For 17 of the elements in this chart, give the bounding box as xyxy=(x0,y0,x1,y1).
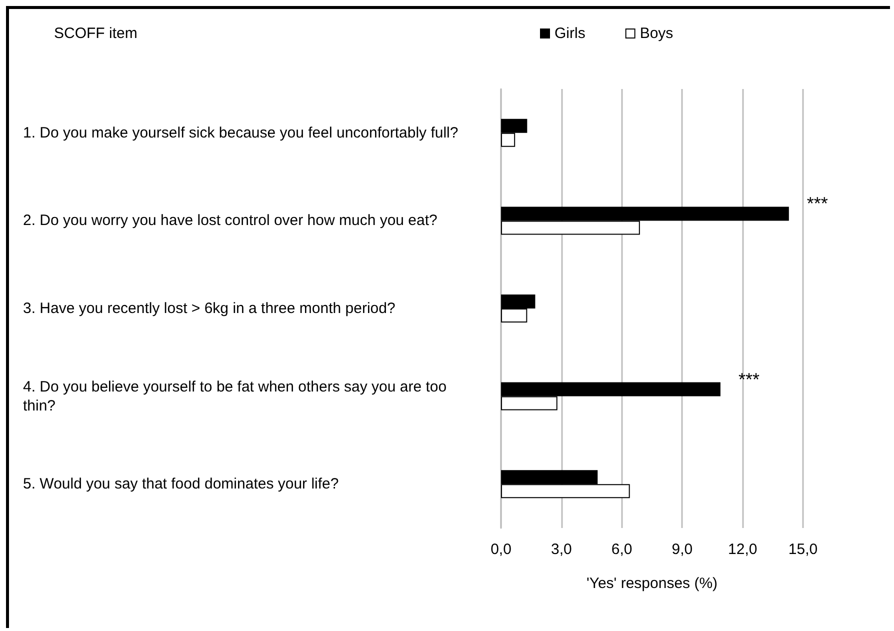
x-tick-label: 12,0 xyxy=(728,541,758,558)
legend-label: Boys xyxy=(640,25,674,42)
y-tick-label: 3. Have you recently lost > 6kg in a three month period? xyxy=(23,300,396,317)
x-tick-label: 15,0 xyxy=(788,541,818,558)
y-tick-label: 4. Do you believe yourself to be fat when others say you are too thin? xyxy=(23,378,451,414)
annotation: *** xyxy=(738,369,760,390)
y-axis-title: SCOFF item xyxy=(54,25,138,42)
x-tick-label: 3,0 xyxy=(550,541,572,558)
y-tick-label: 1. Do you make yourself sick because you feel unconfortably full? xyxy=(23,124,458,142)
x-tick-label: 6,0 xyxy=(611,541,632,558)
x-tick-label: 9,0 xyxy=(672,541,693,558)
x-tick-label: 0,0 xyxy=(490,541,512,558)
annotation: *** xyxy=(806,194,828,214)
legend-label: Girls xyxy=(554,25,586,42)
y-tick-label: 2. Do you worry you have lost control over how much you eat? xyxy=(23,212,438,230)
x-axis-title: 'Yes' responses (%) xyxy=(586,575,718,592)
y-tick-label: 5. Would you say that food dominates your life? xyxy=(23,476,339,493)
